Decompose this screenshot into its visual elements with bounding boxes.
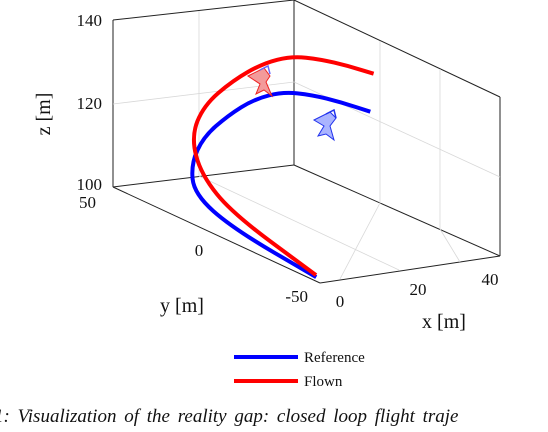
x-tick-label: 40 [482, 270, 499, 289]
axes-box [112, 0, 501, 284]
series-layer [190, 55, 375, 279]
legend-label-reference: Reference [304, 350, 365, 366]
box-edge [112, 0, 295, 21]
y-ticks: 50 0 -50 [79, 193, 308, 306]
x-ticks: 0 20 40 [336, 270, 499, 311]
y-tick-label: -50 [285, 287, 308, 306]
x-tick-label: 20 [410, 280, 427, 299]
z-tick-label: 100 [77, 175, 103, 194]
legend-label-flown: Flown [304, 374, 343, 390]
box-edge [293, 0, 501, 98]
aircraft-flown-icon [247, 64, 274, 98]
box-edge [112, 186, 321, 284]
y-tick-label: 50 [79, 193, 96, 212]
grid-line [198, 175, 400, 271]
box-edge [293, 164, 501, 257]
z-axis-label: z [m] [33, 93, 55, 136]
aircraft-reference-icon [312, 108, 337, 142]
z-ticks: 140 120 100 [77, 11, 103, 194]
box-edge [319, 255, 501, 284]
series-line-reference [190, 90, 371, 279]
x-axis-label: x [m] [422, 311, 466, 333]
series-line-flown [191, 55, 375, 277]
grid-line [439, 228, 461, 263]
z-tick-label: 120 [77, 94, 103, 113]
grid-line [339, 202, 381, 280]
y-tick-label: 0 [195, 241, 204, 260]
z-tick-label: 140 [77, 11, 103, 30]
x-tick-label: 0 [336, 292, 345, 311]
y-axis-label: y [m] [160, 295, 204, 317]
figure-caption: 1: Visualization of the reality gap: clo… [0, 406, 459, 427]
legend: Reference Flown [234, 350, 365, 390]
grid-lines [112, 11, 501, 280]
